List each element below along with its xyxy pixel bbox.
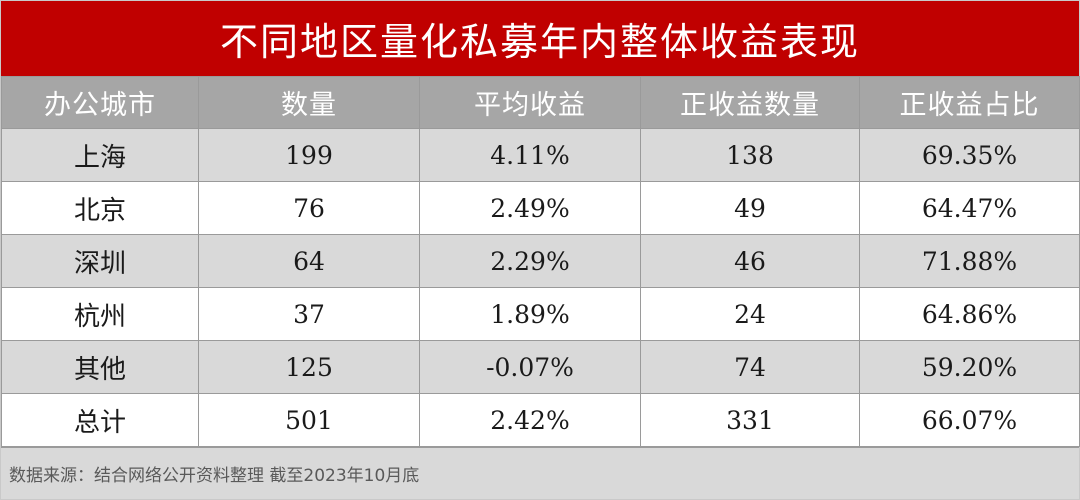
source-note: 数据来源：结合网络公开资料整理 截至2023年10月底	[1, 447, 1079, 499]
column-header-city: 办公城市	[1, 76, 199, 129]
cell-city: 其他	[1, 340, 199, 394]
cell-positive-ratio: 66.07%	[859, 393, 1080, 447]
cell-positive-ratio: 64.47%	[859, 181, 1080, 235]
cell-count: 199	[198, 128, 420, 182]
cell-city: 上海	[1, 128, 199, 182]
cell-positive-ratio: 69.35%	[859, 128, 1080, 182]
header-row: 办公城市 数量 平均收益 正收益数量 正收益占比	[1, 76, 1080, 129]
cell-city: 深圳	[1, 234, 199, 288]
cell-avg-return: 4.11%	[419, 128, 641, 182]
column-header-count: 数量	[198, 76, 420, 129]
table-row: 其他 125 -0.07% 74 59.20%	[1, 340, 1080, 394]
cell-avg-return: -0.07%	[419, 340, 641, 394]
cell-count: 76	[198, 181, 420, 235]
cell-positive-count: 46	[640, 234, 860, 288]
table-row: 深圳 64 2.29% 46 71.88%	[1, 234, 1080, 288]
cell-avg-return: 2.49%	[419, 181, 641, 235]
column-header-positive-ratio: 正收益占比	[859, 76, 1080, 129]
cell-count: 125	[198, 340, 420, 394]
cell-positive-ratio: 64.86%	[859, 287, 1080, 341]
cell-positive-count: 49	[640, 181, 860, 235]
cell-avg-return: 2.42%	[419, 393, 641, 447]
cell-count: 64	[198, 234, 420, 288]
cell-positive-ratio: 59.20%	[859, 340, 1080, 394]
table-row: 上海 199 4.11% 138 69.35%	[1, 128, 1080, 182]
cell-city: 北京	[1, 181, 199, 235]
cell-positive-count: 74	[640, 340, 860, 394]
column-header-avg-return: 平均收益	[419, 76, 641, 129]
table-row: 杭州 37 1.89% 24 64.86%	[1, 287, 1080, 341]
cell-avg-return: 1.89%	[419, 287, 641, 341]
cell-count: 501	[198, 393, 420, 447]
cell-city: 杭州	[1, 287, 199, 341]
data-table: 办公城市 数量 平均收益 正收益数量 正收益占比 上海 199 4.11% 13…	[1, 76, 1080, 447]
cell-positive-count: 331	[640, 393, 860, 447]
table-row: 北京 76 2.49% 49 64.47%	[1, 181, 1080, 235]
cell-positive-ratio: 71.88%	[859, 234, 1080, 288]
cell-city: 总计	[1, 393, 199, 447]
cell-count: 37	[198, 287, 420, 341]
cell-avg-return: 2.29%	[419, 234, 641, 288]
cell-positive-count: 138	[640, 128, 860, 182]
table-row-total: 总计 501 2.42% 331 66.07%	[1, 393, 1080, 447]
table-title: 不同地区量化私募年内整体收益表现	[1, 1, 1079, 76]
cell-positive-count: 24	[640, 287, 860, 341]
column-header-positive-count: 正收益数量	[640, 76, 860, 129]
